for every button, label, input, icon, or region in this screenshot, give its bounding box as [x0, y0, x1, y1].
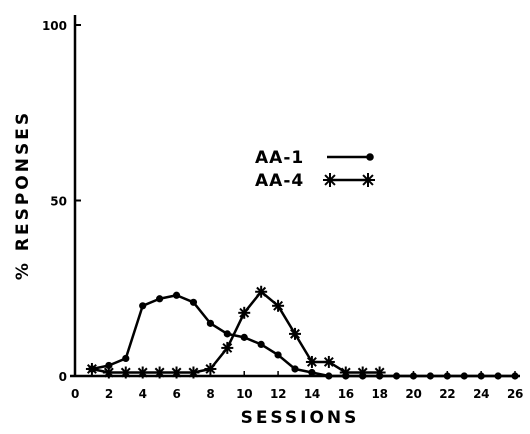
series-aa-1 [88, 291, 519, 380]
data-point-aa-4 [204, 362, 217, 375]
x-tick-label: 6 [173, 387, 181, 401]
y-axis-title: % RESPONSES [13, 110, 33, 280]
legend-point-aa-4-left [323, 173, 337, 187]
data-point-aa-4 [136, 366, 149, 379]
x-tick-label: 4 [139, 387, 147, 401]
x-tick-label: 2 [105, 387, 113, 401]
x-tick-label: 14 [304, 387, 320, 401]
data-point-aa-4 [289, 327, 301, 340]
data-point-aa-1 [511, 372, 519, 380]
x-tick-label: 20 [405, 387, 421, 401]
x-axis-title: SESSIONS [241, 408, 360, 428]
data-point-aa-1 [122, 354, 130, 363]
legend-label-aa-1: AA-1 [255, 148, 304, 168]
data-point-aa-1 [291, 365, 299, 373]
x-tick-label: 8 [206, 387, 214, 401]
data-point-aa-1 [156, 295, 164, 303]
data-point-aa-4 [356, 366, 369, 379]
data-point-aa-4 [255, 285, 268, 298]
data-point-aa-4 [272, 299, 285, 312]
data-point-aa-1 [494, 372, 502, 380]
data-point-aa-1 [223, 330, 231, 338]
data-point-aa-4 [102, 366, 115, 379]
x-tick-label: 18 [372, 387, 388, 401]
data-point-aa-1 [409, 372, 418, 380]
data-point-aa-4 [221, 341, 234, 354]
chart-legend: AA-1 AA-4 [255, 148, 375, 191]
data-point-aa-4 [119, 366, 132, 379]
x-tick-label: 12 [270, 387, 286, 401]
data-point-aa-4 [153, 366, 166, 379]
series-line-aa-1 [91, 294, 515, 378]
data-point-aa-1 [392, 372, 401, 380]
data-point-aa-4 [339, 366, 352, 379]
x-tick-label: 10 [236, 387, 252, 401]
y-tick-label: 50 [50, 195, 67, 209]
data-point-aa-1 [443, 372, 451, 380]
data-point-aa-4 [170, 366, 183, 379]
legend-point-aa-1 [366, 153, 374, 161]
data-point-aa-1 [308, 368, 316, 377]
data-point-aa-1 [426, 372, 434, 380]
data-point-aa-1 [460, 372, 468, 380]
series-aa-4 [85, 285, 386, 379]
x-tick-label: 22 [439, 387, 455, 401]
legend-point-aa-4-right [361, 173, 375, 187]
data-point-aa-1 [240, 333, 248, 341]
data-point-aa-4 [85, 362, 98, 375]
x-tick-label: 0 [71, 387, 79, 401]
y-tick-label: 100 [42, 19, 67, 33]
tick-marks [74, 24, 516, 377]
data-point-aa-1 [206, 319, 214, 327]
x-tick-label: 26 [507, 387, 523, 401]
data-point-aa-1 [325, 372, 333, 380]
data-point-aa-4 [373, 366, 386, 379]
data-point-aa-1 [139, 302, 147, 310]
legend-marker-aa-1 [327, 153, 374, 161]
legend-label-aa-4: AA-4 [255, 171, 304, 191]
data-point-aa-1 [257, 340, 265, 349]
data-point-aa-1 [274, 351, 282, 359]
y-tick-label: 0 [59, 370, 67, 384]
legend-marker-aa-4 [323, 173, 375, 187]
data-point-aa-4 [187, 366, 200, 379]
data-point-aa-4 [238, 306, 251, 319]
x-tick-label: 24 [473, 387, 489, 401]
data-point-aa-1 [189, 298, 198, 306]
data-point-aa-4 [305, 355, 318, 368]
data-point-aa-1 [105, 361, 113, 370]
x-tick-label: 16 [338, 387, 354, 401]
data-point-aa-1 [477, 372, 485, 380]
data-point-aa-4 [322, 355, 335, 368]
series-layer [85, 285, 519, 380]
data-point-aa-1 [172, 291, 181, 299]
